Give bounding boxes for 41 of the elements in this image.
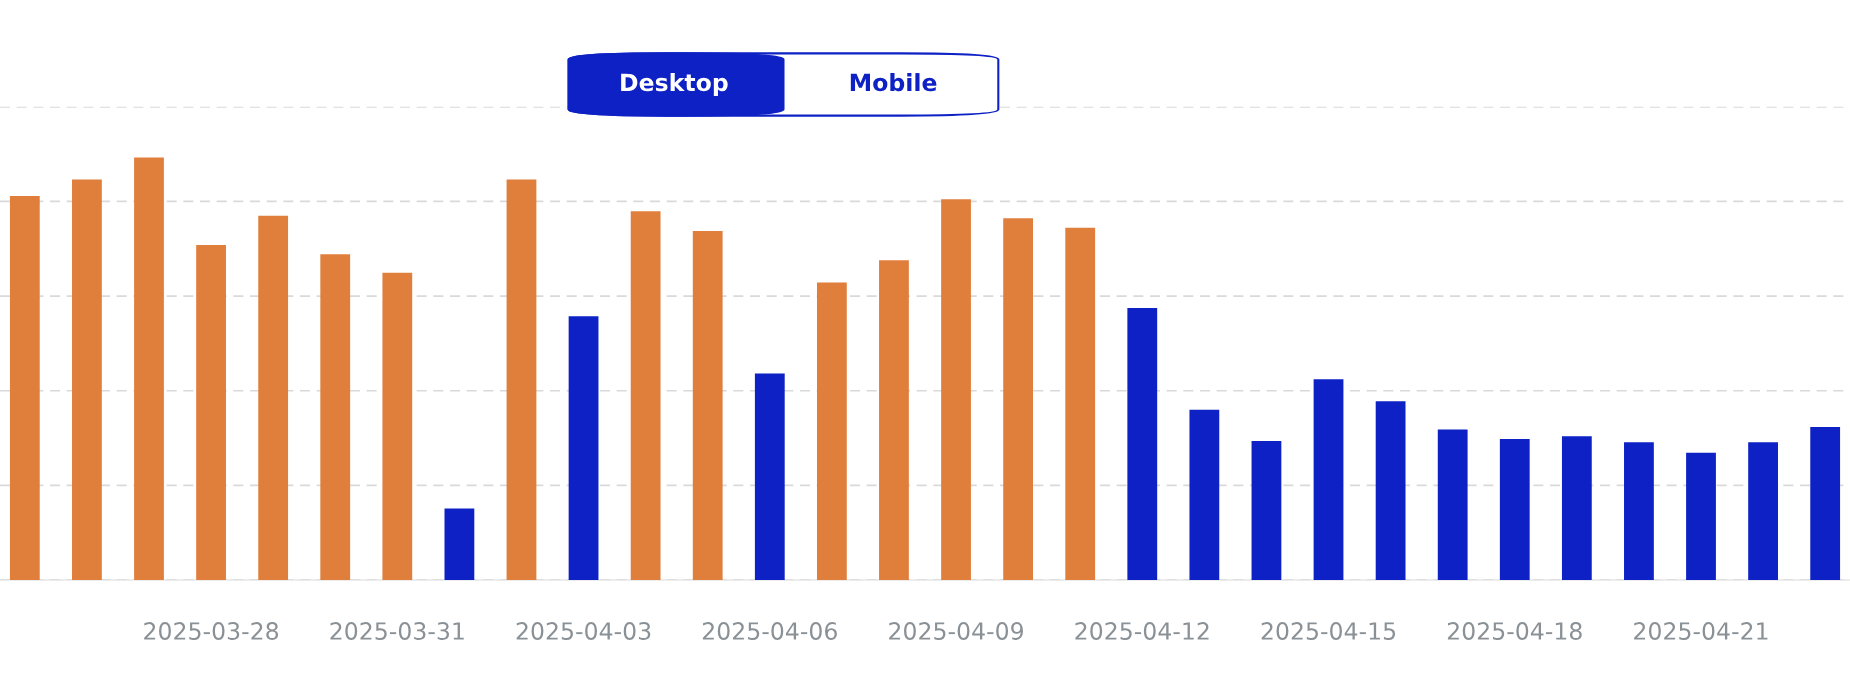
bar (1561, 436, 1592, 581)
x-tick-label: 2025-03-28 (144, 622, 279, 640)
bar (1499, 438, 1530, 581)
bar (382, 272, 413, 581)
x-tick-label: 2025-04-12 (1075, 622, 1209, 640)
text: Desktop (621, 73, 728, 96)
x-tick-label: 2025-04-09 (889, 622, 1023, 640)
x-tick-label: 2025-03-31 (330, 622, 464, 640)
bar (692, 231, 723, 581)
bar (1437, 429, 1468, 581)
bar (1251, 441, 1282, 581)
bar (72, 179, 102, 581)
text: Mobile (850, 73, 937, 92)
x-tick-label: 2025-04-21 (1634, 622, 1768, 640)
bar (1065, 227, 1096, 581)
bar (1686, 452, 1716, 581)
x-tick-label: 2025-04-18 (1447, 622, 1582, 640)
bar (506, 179, 537, 581)
bar (1313, 379, 1344, 581)
bar (816, 282, 847, 581)
x-tick-label: 2025-04-06 (702, 622, 837, 640)
x-tick-label: 2025-04-03 (516, 622, 651, 640)
bar (1748, 442, 1778, 581)
bar (1003, 218, 1034, 581)
bar (1624, 442, 1654, 581)
bar (320, 254, 351, 581)
bar (444, 508, 475, 581)
bar (258, 215, 289, 581)
bar (1375, 401, 1406, 581)
bar (630, 211, 661, 581)
bar (1810, 427, 1841, 581)
bar (754, 373, 785, 581)
bar (941, 199, 971, 581)
bar (879, 260, 909, 581)
x-tick-label: 2025-04-15 (1261, 622, 1396, 640)
bar (196, 244, 226, 581)
bar (1189, 409, 1220, 581)
bar (568, 316, 599, 581)
bar (134, 157, 164, 581)
bar (9, 195, 40, 581)
bar (1127, 307, 1158, 581)
